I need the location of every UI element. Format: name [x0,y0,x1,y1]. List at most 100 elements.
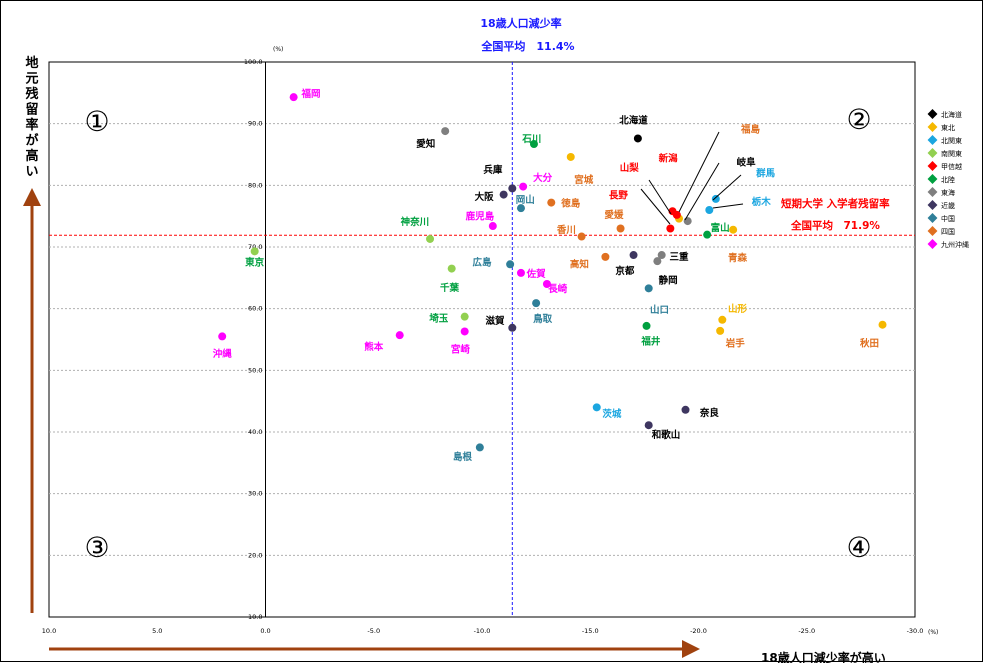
data-point [566,152,575,161]
point-label: 岐阜 [737,157,757,169]
data-point [395,331,404,340]
data-point [681,405,690,414]
y-tick-label: 100.0 [244,58,263,66]
y-unit: (%) [273,46,283,53]
data-point [516,268,525,277]
data-point [499,190,508,199]
legend-item: 南関東 [927,148,962,158]
point-label: 和歌山 [651,429,681,441]
x-tick-label: -10.0 [474,627,491,635]
data-point [705,206,714,214]
data-point [460,327,469,336]
point-label: 大阪 [475,191,495,203]
point-label: 滋賀 [485,315,505,327]
data-point [718,315,727,324]
data-point [441,127,450,136]
point-label: 長野 [609,190,629,201]
legend-marker [927,239,938,249]
point-label: 広島 [472,257,492,269]
point-label: 香川 [556,224,576,236]
x-tick-label: -25.0 [798,627,815,635]
data-point [506,260,515,269]
reference-lines [49,62,915,617]
data-point [519,182,528,191]
point-label: 青森 [728,252,748,264]
point-label: 群馬 [755,168,776,180]
data-point [653,257,662,266]
point-label: 愛媛 [605,209,625,221]
x-unit: (%) [928,629,938,636]
legend-item: 近畿 [927,200,955,210]
legend-item: 東北 [927,122,955,132]
y-tick-label: 70.0 [248,243,262,251]
data-point [577,232,586,241]
point-label: 鳥取 [533,313,553,325]
legend-item: 中国 [927,213,955,223]
y-tick-label: 90.0 [248,120,262,128]
y-tick-label: 10.0 [248,613,262,621]
y-tick-label: 60.0 [248,305,262,313]
point-label: 栃木 [752,196,772,208]
point-label: 山口 [650,304,669,316]
legend-item: 北関東 [927,135,962,145]
legend-label: 北陸 [941,175,955,184]
y-tick-label: 30.0 [248,490,262,498]
data-point [547,198,556,207]
y-axis-title: 地元残留率が高い [25,55,38,180]
point-label: 山形 [728,303,748,315]
data-point [716,326,725,335]
quadrant-1: ① [84,105,109,138]
legend-item: 北陸 [927,174,955,184]
point-label: 新潟 [659,152,679,164]
legend-label: 南関東 [941,149,962,158]
legend-item: 九州沖縄 [927,239,969,249]
data-point [475,443,484,452]
data-point [447,264,456,273]
data-point [460,312,469,321]
point-label: 京都 [615,265,635,277]
data-point [250,247,259,256]
point-label: 鹿児島 [465,210,495,222]
point-label: 山梨 [620,162,640,174]
data-point [508,323,517,332]
legend-marker [927,213,938,223]
legend-marker [927,174,938,184]
point-label: 高知 [570,258,589,270]
point-label: 秋田 [859,337,879,349]
data-point [218,332,227,341]
point-label: 徳島 [560,197,581,209]
national-avg-x-label: 全国平均 11.4% [480,39,574,53]
y-tick-label: 40.0 [248,428,262,436]
legend-label: 東北 [941,123,955,132]
data-point [616,224,625,233]
legend-label: 九州沖縄 [941,240,969,249]
data-point [542,280,551,288]
y-tick-labels: 10.0 20.0 30.0 40.0 50.0 60.0 70.0 80.0 90.0 100.… [244,58,263,621]
data-point [644,284,653,293]
point-label: 愛知 [416,138,435,150]
x-tick-label: -15.0 [582,627,599,635]
data-point [878,320,887,329]
x-tick-label: 10.0 [42,627,56,635]
legend-item: 甲信越 [927,161,962,171]
legend-marker [927,161,938,171]
point-label: 熊本 [364,341,384,353]
legend-label: 四国 [941,228,955,236]
plot-area [48,61,916,618]
point-label: 大分 [533,172,553,184]
data-point [629,251,638,260]
legend-item: 四国 [927,226,955,236]
legend-label: 北海道 [941,110,962,119]
gridlines [49,62,915,617]
data-point [532,299,541,308]
x-axis-title: 18歳人口減少率が高い [761,650,886,663]
data-points [218,93,887,452]
data-point [644,421,653,430]
national-avg-y-label: 全国平均 71.9% [790,219,880,232]
point-label: 福井 [640,335,661,347]
y-tick-label: 50.0 [248,366,262,374]
quadrant-3: ③ [84,531,109,564]
